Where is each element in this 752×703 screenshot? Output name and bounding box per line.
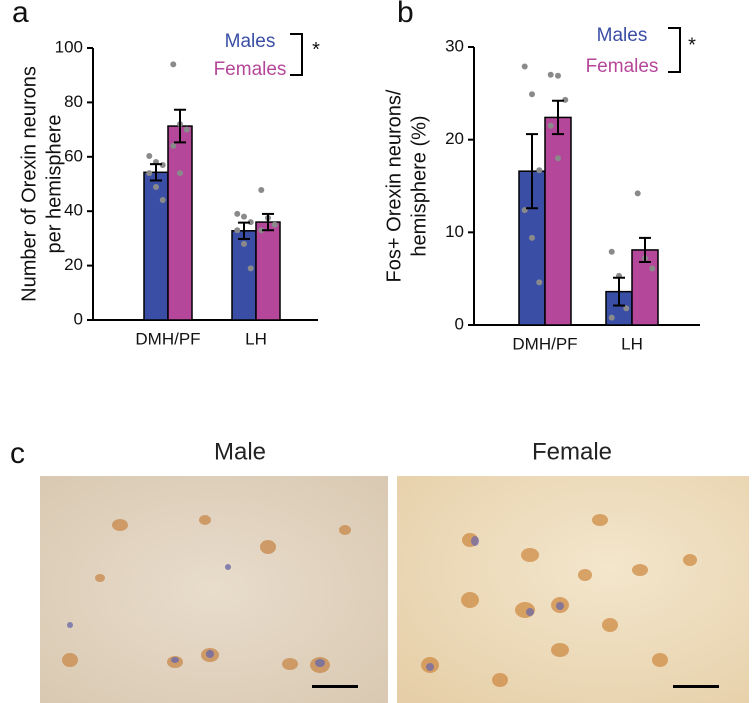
y-tick-label: 30: [445, 36, 464, 55]
data-point: [258, 227, 265, 234]
y-axis-title: Fos+ Orexin neurons/: [383, 89, 405, 282]
error-bar: [526, 133, 538, 210]
image-title: Female: [532, 438, 612, 465]
y-axis-title: per hemisphere: [43, 115, 65, 254]
data-point: [555, 155, 561, 162]
significance-bracket: [668, 27, 681, 73]
data-point: [170, 142, 177, 149]
panel-label: c: [10, 437, 25, 470]
data-point: [234, 227, 241, 234]
data-point: [649, 265, 656, 272]
y-tick-label: 40: [64, 201, 83, 220]
data-point: [153, 183, 159, 190]
data-point: [547, 122, 554, 129]
data-point: [529, 234, 535, 241]
y-tick-label: 20: [445, 129, 464, 148]
data-point: [241, 213, 247, 220]
y-tick-label: 20: [64, 255, 83, 274]
y-tick-label: 0: [455, 314, 464, 333]
y-tick-label: 0: [74, 309, 83, 328]
error-bar: [613, 276, 625, 307]
image-title: Male: [214, 438, 266, 465]
x-tick-label: LH: [621, 334, 643, 353]
micrograph-male: [40, 476, 388, 703]
micrograph-female: [397, 476, 749, 703]
error-bar: [150, 163, 162, 182]
bar: [544, 116, 572, 326]
panel-label: b: [397, 0, 414, 29]
data-point: [536, 167, 543, 174]
significance-bracket: [290, 33, 303, 76]
data-point: [177, 170, 183, 177]
y-tick-label: 80: [64, 92, 83, 111]
data-point: [623, 305, 630, 312]
legend-label: Males: [225, 31, 276, 52]
x-tick-label: LH: [245, 329, 267, 348]
y-tick-label: 10: [445, 222, 464, 241]
error-bar: [174, 108, 186, 144]
data-point: [271, 221, 278, 228]
significance-star: *: [688, 34, 696, 56]
legend-label: Females: [214, 59, 287, 80]
data-point: [183, 126, 190, 133]
data-point: [234, 210, 241, 217]
data-point: [146, 170, 153, 177]
data-point: [241, 240, 247, 247]
data-point: [608, 314, 615, 321]
data-point: [146, 152, 153, 159]
y-tick-label: 60: [64, 146, 83, 165]
data-point: [170, 61, 177, 68]
bar: [143, 171, 169, 321]
data-point: [159, 197, 166, 204]
legend-label: Males: [597, 25, 648, 46]
panel-label: a: [12, 0, 29, 29]
error-bar: [238, 221, 250, 240]
data-point: [521, 63, 528, 70]
bar: [255, 221, 281, 321]
x-tick-label: DMH/PF: [135, 329, 200, 348]
bar: [518, 170, 546, 326]
data-point: [608, 248, 615, 255]
data-point: [258, 186, 265, 193]
error-bar: [639, 236, 651, 263]
data-point: [247, 265, 254, 272]
y-axis-title: Number of Orexin neurons: [18, 66, 40, 302]
data-point: [547, 71, 554, 78]
x-tick-label: DMH/PF: [512, 334, 577, 353]
data-point: [555, 72, 561, 79]
data-point: [634, 190, 641, 197]
y-tick-label: 100: [55, 37, 83, 56]
legend-label: Females: [586, 56, 659, 77]
significance-star: *: [312, 39, 320, 61]
bar: [167, 125, 193, 321]
data-point: [529, 91, 535, 98]
y-axis-title: hemisphere (%): [408, 115, 430, 256]
error-bar: [262, 212, 274, 232]
error-bar: [552, 99, 564, 136]
data-point: [536, 279, 543, 286]
